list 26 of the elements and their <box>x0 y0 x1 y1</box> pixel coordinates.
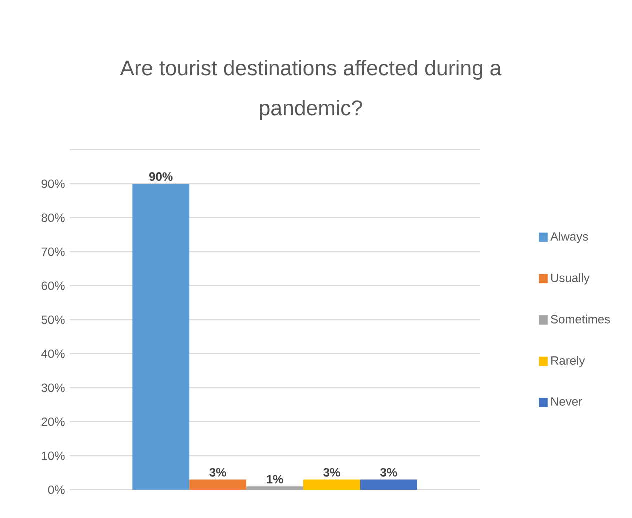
y-tick-label: 20% <box>42 418 65 426</box>
bar <box>132 184 190 490</box>
data-label: 3% <box>380 468 398 477</box>
bar <box>360 480 418 490</box>
bar <box>190 480 247 490</box>
legend-label: Rarely <box>552 356 586 368</box>
y-tick-label: 50% <box>42 316 65 324</box>
data-label: 1% <box>267 475 284 484</box>
bar <box>246 486 304 490</box>
y-tick-label: 80% <box>42 214 65 222</box>
legend-label: Never <box>552 398 582 406</box>
y-tick-label: 10% <box>42 452 65 460</box>
data-label: 3% <box>210 468 226 477</box>
y-tick-label: 90% <box>42 180 65 188</box>
legend-label: Sometimes <box>551 314 610 324</box>
data-label: 3% <box>324 468 340 477</box>
y-tick-label: 30% <box>42 384 65 392</box>
y-tick-label: 0% <box>48 486 65 494</box>
y-tick-label: 70% <box>42 248 65 256</box>
legend-label: Always <box>550 232 588 244</box>
data-label: 90% <box>150 172 173 182</box>
y-tick-label: 60% <box>42 282 65 290</box>
y-tick-label: 40% <box>42 350 65 358</box>
chart-title: Are tourist destinations affected during a pandemic? <box>120 60 502 120</box>
bar <box>303 480 360 490</box>
legend-label: Usually <box>551 274 590 285</box>
